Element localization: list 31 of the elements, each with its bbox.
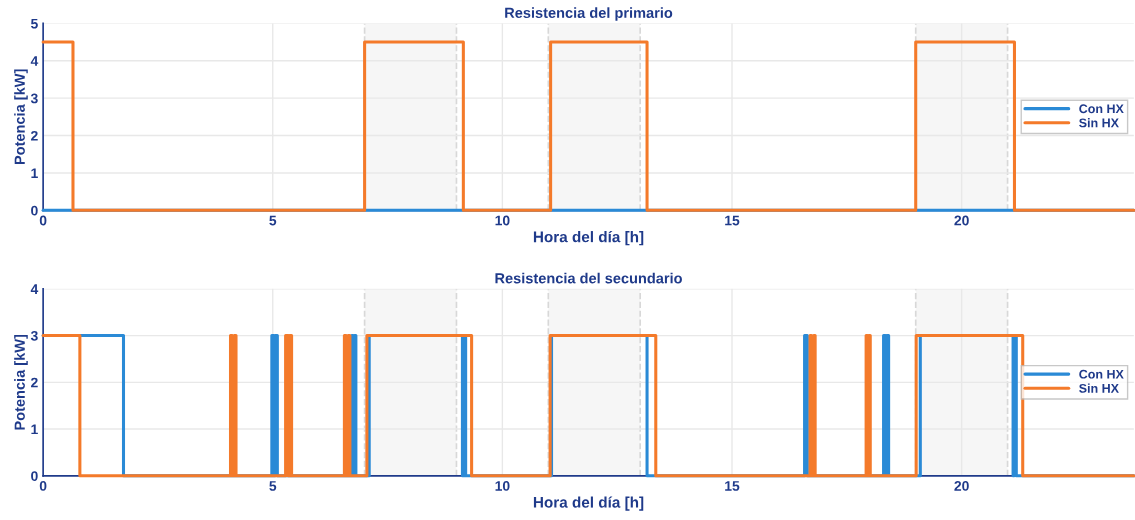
x-axis-title: Hora del día [h] [533,230,644,246]
x-tick-label: 0 [39,481,47,491]
x-tick-label: 20 [954,215,969,226]
y-tick-label: 4 [30,284,39,294]
y-axis-title: Potencia [kW] [14,69,28,165]
y-tick-label: 3 [30,330,38,341]
x-tick-label: 15 [725,481,740,491]
x-tick-label: 15 [725,215,740,226]
x-tick-label: 5 [269,215,277,226]
y-tick-label: 0 [31,205,38,216]
x-tick-label: 5 [269,481,277,491]
y-tick-label: 4 [30,56,39,66]
y-tick-label: 5 [30,18,38,29]
x-tick-label: 0 [39,215,47,226]
y-tick-label: 1 [31,424,38,435]
y-tick-label: 2 [31,377,38,388]
x-tick-label: 10 [495,215,510,226]
chart-title: Resistencia del secundario [495,272,682,284]
y-tick-label: 1 [31,168,38,178]
legend-label: Con HX [1079,104,1124,114]
chart-title: Resistencia del primario [505,7,673,21]
y-tick-label: 3 [30,93,38,104]
x-tick-label: 10 [495,481,510,491]
legend-label: Con HX [1079,369,1124,379]
legend-label: Sin HX [1079,118,1119,128]
x-axis-title: Hora del día [h] [533,496,644,511]
x-tick-label: 20 [954,481,969,491]
y-tick-label: 0 [31,471,38,481]
y-tick-label: 2 [31,130,38,141]
legend-label: Sin HX [1079,383,1119,393]
y-axis-title: Potencia [kW] [14,334,28,430]
